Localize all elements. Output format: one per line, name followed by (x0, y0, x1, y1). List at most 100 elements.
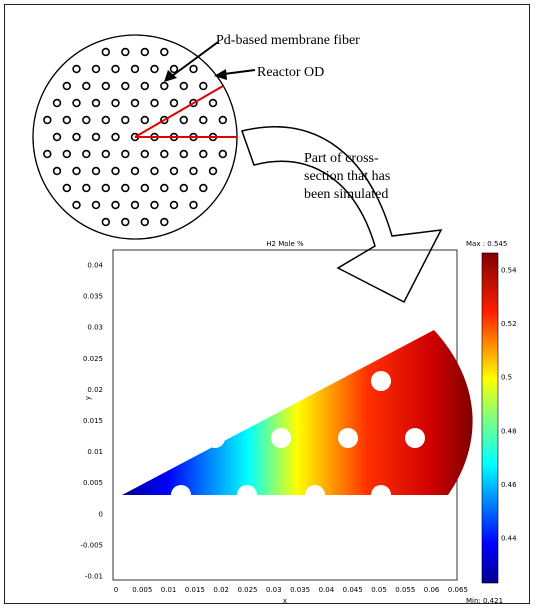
fiber-hole (169, 98, 179, 108)
fiber-hole (62, 149, 72, 159)
fiber-hole (121, 115, 130, 125)
simulated-region-arrow (241, 126, 443, 304)
fiber-hole (101, 183, 111, 193)
fiber-hole (140, 115, 150, 125)
simulated-wedge (122, 330, 473, 495)
cutout (338, 428, 358, 448)
fiber-hole (43, 115, 52, 125)
fiber-pointer (164, 41, 219, 82)
fiber-hole (199, 81, 208, 91)
colorbar-tick-labels: 0.54 0.52 0.5 0.48 0.46 0.44 (501, 267, 517, 543)
x-tick-label: 0.065 (448, 586, 468, 594)
simulated-label-line-2: section that has (304, 169, 390, 184)
fiber-hole (91, 200, 101, 210)
fiber-hole (199, 183, 208, 193)
fiber-hole (121, 183, 130, 193)
fiber-hole (189, 200, 198, 210)
fiber-hole (72, 200, 81, 210)
x-tick-label: 0.02 (213, 586, 229, 594)
x-tick-label: 0.05 (371, 586, 387, 594)
fiber-hole (179, 183, 189, 193)
x-tick-label: 0.025 (237, 586, 257, 594)
cutout (271, 428, 291, 448)
fiber-hole (72, 166, 81, 176)
colorbar-max-label: Max : 0.545 (466, 240, 507, 248)
plot-title: H2 Mole % (266, 240, 304, 248)
fiber-hole (169, 64, 179, 74)
fiber-hole (101, 115, 111, 125)
fiber-hole (43, 149, 52, 159)
y-tick-label: 0 (99, 510, 103, 518)
fiber-hole (72, 98, 81, 108)
fiber-hole (179, 115, 189, 125)
cutout (305, 371, 325, 391)
cutout (171, 485, 191, 505)
cutout (405, 428, 425, 448)
fiber-hole (62, 81, 72, 91)
y-tick-labels: 0.04 0.035 0.03 0.025 0.02 0.015 0.01 0.005 0 -0.… (80, 262, 103, 581)
fiber-hole (150, 98, 159, 108)
fiber-hole (150, 166, 159, 176)
cutout (237, 485, 257, 505)
fiber-hole (199, 115, 208, 125)
simulation-plot: H2 Mole % 0 0.005 0.01 0.015 0.02 0.025 0.03 0.… (80, 240, 473, 605)
fiber-hole (111, 200, 120, 210)
fiber-hole (91, 64, 101, 74)
fiber-hole (121, 81, 130, 91)
x-tick-label: 0.045 (343, 586, 363, 594)
fiber-hole (150, 64, 159, 74)
fiber-hole (72, 132, 81, 142)
fiber-hole (130, 166, 140, 176)
fiber-hole (111, 64, 120, 74)
x-tick-label: 0.005 (132, 586, 152, 594)
colorbar-tick-label: 0.48 (501, 427, 517, 435)
y-tick-label: 0.015 (83, 417, 103, 425)
y-tick-label: 0.03 (87, 324, 103, 332)
fiber-hole (121, 47, 130, 57)
x-tick-label: 0.06 (424, 586, 440, 594)
fiber-hole (179, 81, 189, 91)
fiber-hole (82, 149, 91, 159)
fiber-hole (62, 115, 72, 125)
x-axis-label: x (283, 597, 287, 605)
x-tick-labels: 0 0.005 0.01 0.015 0.02 0.025 0.03 0.035 0.04 0.0… (114, 586, 468, 594)
cutout (371, 371, 391, 391)
x-tick-label: 0 (114, 586, 118, 594)
figure-frame (4, 4, 530, 604)
simulated-label-line-1: Part of cross- (304, 151, 379, 166)
fiber-hole (130, 64, 140, 74)
y-tick-label: -0.005 (80, 541, 103, 549)
fiber-hole (218, 115, 228, 125)
reactor-pointer (214, 69, 256, 80)
y-tick-label: 0.025 (83, 355, 103, 363)
fiber-hole (189, 166, 198, 176)
fiber-hole (140, 183, 150, 193)
colorbar-tick-label: 0.44 (501, 535, 517, 543)
fiber-hole (62, 183, 72, 193)
fiber-hole (111, 132, 120, 142)
cutout (205, 428, 225, 448)
colorbar-tick-label: 0.52 (501, 320, 517, 328)
colorbar-tick-label: 0.5 (501, 374, 512, 382)
x-tick-label: 0.055 (395, 586, 415, 594)
reactor-label: Reactor OD (257, 65, 324, 80)
colorbar-tick-label: 0.46 (501, 481, 517, 489)
reactor-cross-section (32, 34, 238, 240)
y-tick-label: 0.01 (87, 448, 103, 456)
fiber-hole (91, 132, 101, 142)
fiber-label: Pd-based membrane fiber (216, 33, 360, 48)
fiber-hole (82, 81, 91, 91)
fiber-hole (189, 64, 198, 74)
fiber-hole (52, 132, 62, 142)
fiber-hole (82, 183, 91, 193)
x-tick-label: 0.01 (161, 586, 177, 594)
fiber-hole (160, 47, 169, 57)
y-tick-label: -0.01 (85, 573, 103, 581)
fiber-hole (160, 183, 169, 193)
fiber-hole (160, 115, 169, 125)
y-tick-label: 0.02 (87, 386, 103, 394)
fiber-hole (199, 149, 208, 159)
fiber-hole (101, 217, 111, 227)
fiber-hole (111, 166, 120, 176)
